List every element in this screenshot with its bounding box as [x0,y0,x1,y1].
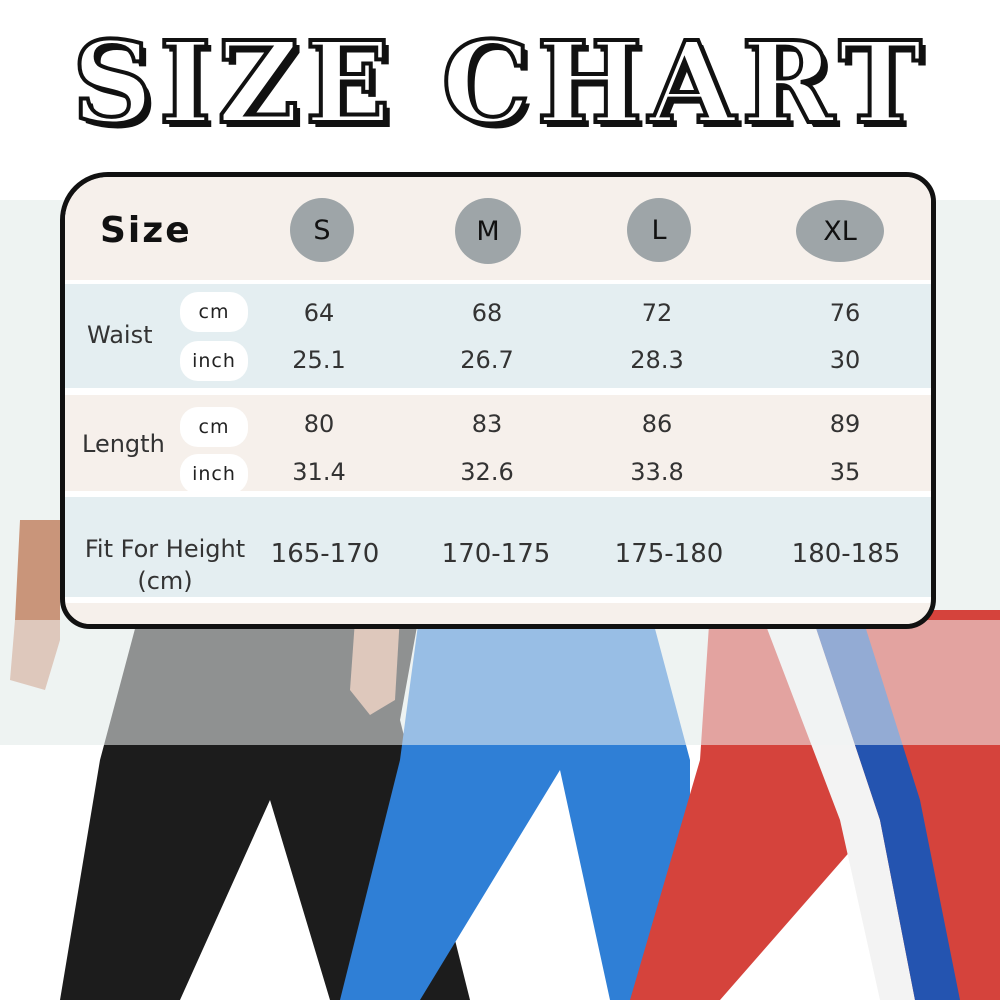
length-cm-l: 86 [641,410,673,438]
waist-cm-m: 68 [471,299,503,327]
unit-inch: inch [180,454,248,494]
waist-cm-xl: 76 [829,299,861,327]
length-inch-m: 32.6 [460,458,514,486]
fit-l: 175-180 [614,539,724,569]
waist-label: Waist [87,321,153,349]
size-label: Size [100,210,192,251]
size-s: S [290,198,354,262]
length-inch-l: 33.8 [630,458,684,486]
length-label: Length [82,430,165,458]
waist-inch-xl: 30 [829,346,861,374]
waist-cm-s: 64 [303,299,335,327]
footer-strip [65,603,931,624]
length-inch-s: 31.4 [292,458,346,486]
fit-m: 170-175 [441,539,551,569]
length-cm-s: 80 [303,410,335,438]
length-cm-xl: 89 [829,410,861,438]
fit-label-line1: Fit For Height [84,535,246,563]
waist-inch-s: 25.1 [292,346,346,374]
fit-s: 165-170 [270,539,380,569]
unit-cm: cm [180,292,248,332]
waist-inch-m: 26.7 [460,346,514,374]
length-cm-m: 83 [471,410,503,438]
length-inch-xl: 35 [829,458,861,486]
waist-inch-l: 28.3 [630,346,684,374]
unit-cm: cm [180,407,248,447]
waist-row: Waist cm inch 64 68 72 76 25.1 26.7 28.3… [65,284,931,388]
fit-xl: 180-185 [791,539,901,569]
fit-label-line2: (cm) [137,567,193,595]
size-xl: XL [796,200,884,262]
fit-height-row: Fit For Height (cm) 165-170 170-175 175-… [65,497,931,597]
page-title: SIZE CHART [70,16,928,151]
size-table: Size S M L XL Waist cm inch 64 68 72 76 … [60,172,936,629]
size-l: L [627,198,691,262]
header-row: Size S M L XL [65,177,931,280]
size-m: M [455,198,521,264]
unit-inch: inch [180,341,248,381]
length-row: Length cm inch 80 83 86 89 31.4 32.6 33.… [65,395,931,494]
waist-cm-l: 72 [641,299,673,327]
fit-height-label: Fit For Height (cm) [75,533,255,597]
